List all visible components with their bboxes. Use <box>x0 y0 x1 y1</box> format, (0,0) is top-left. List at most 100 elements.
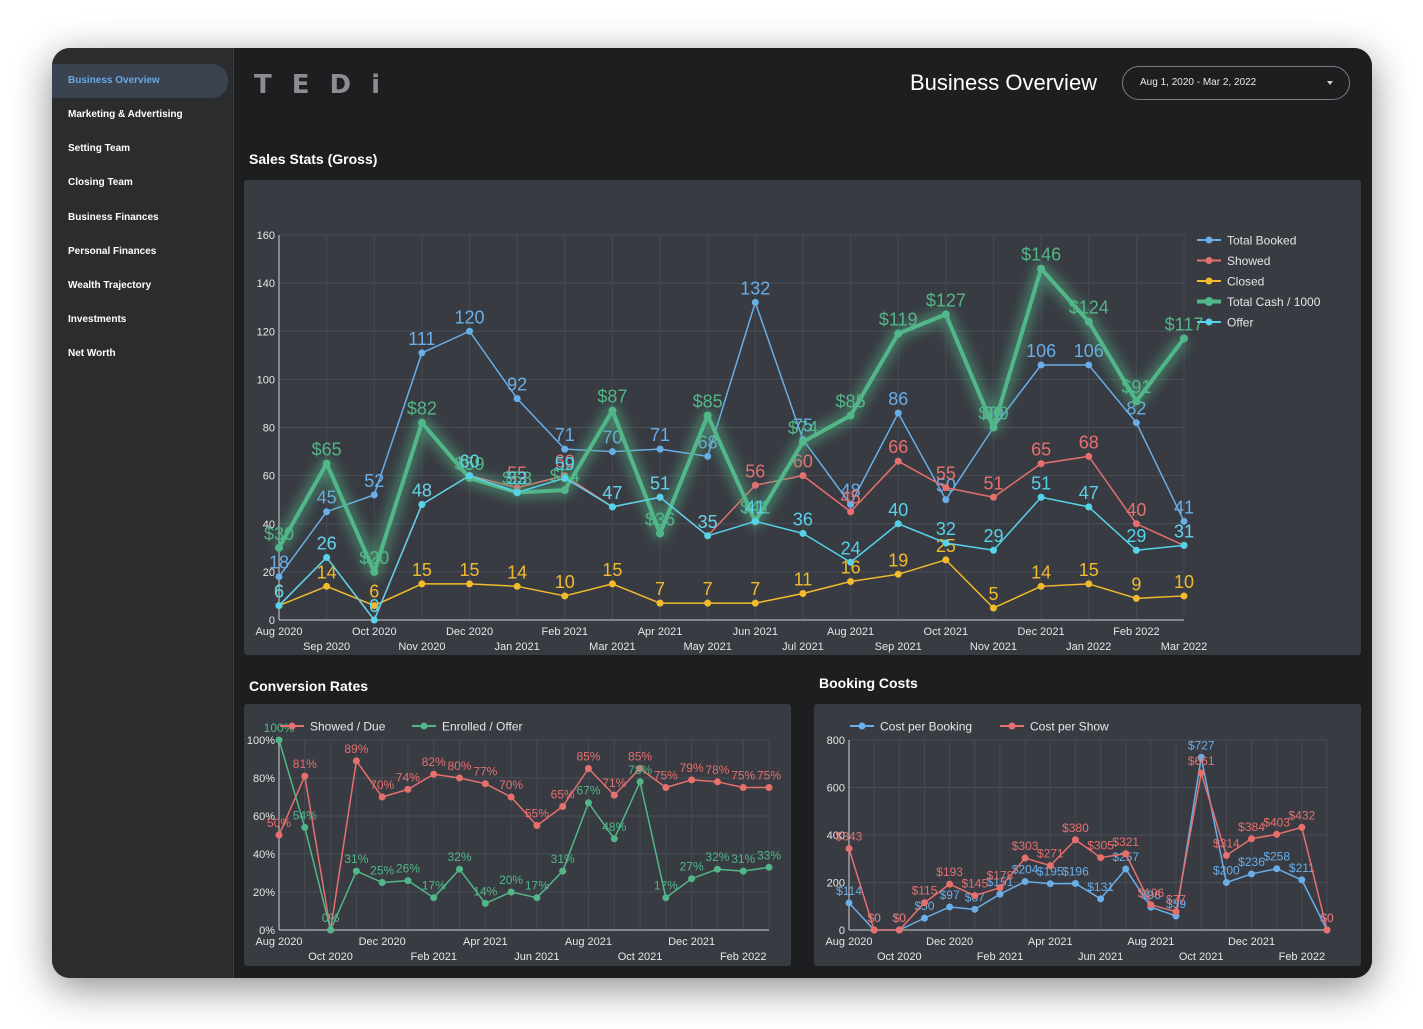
data-point <box>989 423 998 432</box>
sidebar-item-personal-finances[interactable]: Personal Finances <box>68 246 157 257</box>
data-point <box>799 590 807 598</box>
data-label: 70% <box>370 778 394 792</box>
data-label: 68 <box>1079 432 1099 452</box>
data-point <box>1097 854 1105 862</box>
sidebar-item-business-finances[interactable]: Business Finances <box>68 212 159 223</box>
x-tick-label: Aug 2020 <box>255 626 302 638</box>
series-line <box>278 739 770 931</box>
data-point <box>1273 865 1281 873</box>
data-point <box>894 409 902 417</box>
data-point <box>1037 582 1045 590</box>
data-point <box>481 780 489 788</box>
data-point <box>996 890 1004 898</box>
date-range-picker[interactable]: Aug 1, 2020 - Mar 2, 2022 <box>1122 66 1350 100</box>
data-label: 85% <box>576 750 600 764</box>
data-point <box>1298 876 1306 884</box>
y-tick-label: 0 <box>839 925 845 937</box>
data-label: 26 <box>317 533 337 553</box>
legend-label: Showed / Due <box>310 720 386 734</box>
data-label: $36 <box>645 509 675 529</box>
x-tick-label: Oct 2021 <box>618 951 663 963</box>
data-point <box>1132 397 1141 406</box>
data-label: $236 <box>1238 855 1265 869</box>
data-point <box>656 599 664 607</box>
data-label: 14 <box>1031 562 1051 582</box>
data-point <box>1132 520 1140 528</box>
x-tick-label: Oct 2020 <box>352 626 397 638</box>
data-label: 17% <box>654 879 678 893</box>
data-point <box>275 602 283 610</box>
data-label: 60 <box>555 452 575 472</box>
data-label: 32% <box>448 850 472 864</box>
x-tick-label: Jun 2021 <box>733 626 778 638</box>
data-label: 81% <box>293 757 317 771</box>
data-label: $200 <box>1213 864 1240 878</box>
x-tick-label: Jul 2021 <box>782 641 824 653</box>
sidebar: Business Overview Marketing & Advertisin… <box>52 48 234 978</box>
data-label: 71 <box>555 425 575 445</box>
caret-down-icon <box>1327 81 1333 85</box>
data-label: $41 <box>740 497 770 517</box>
data-point <box>942 539 950 547</box>
data-label: 25% <box>370 864 394 878</box>
legend-swatch-dot <box>288 722 296 730</box>
data-label: $0 <box>867 911 881 925</box>
data-point <box>1085 503 1093 511</box>
y-tick-label: 100% <box>247 735 275 747</box>
data-label: $0 <box>893 911 907 925</box>
sidebar-item-business-overview[interactable]: Business Overview <box>52 64 228 98</box>
data-label: 106 <box>1026 341 1056 361</box>
data-point <box>656 445 664 453</box>
data-point <box>739 867 747 875</box>
x-tick-label: Aug 2021 <box>827 626 874 638</box>
data-label: 15 <box>412 560 432 580</box>
data-label: $82 <box>407 399 437 419</box>
data-label: $403 <box>1263 815 1290 829</box>
series-total-booked: 1845521111209271707168132754886508010610… <box>269 278 1194 581</box>
legend-label: Cost per Booking <box>880 720 972 734</box>
data-point <box>713 865 721 873</box>
data-point <box>688 776 696 784</box>
data-label: $20 <box>359 548 389 568</box>
sidebar-item-net-worth[interactable]: Net Worth <box>68 348 116 359</box>
sidebar-item-wealth-trajectory[interactable]: Wealth Trajectory <box>68 280 152 291</box>
data-point <box>946 880 954 888</box>
data-point <box>662 894 670 902</box>
sidebar-item-investments[interactable]: Investments <box>68 314 127 325</box>
data-label: 17% <box>422 879 446 893</box>
data-label: 74% <box>396 770 420 784</box>
data-label: 7 <box>750 579 760 599</box>
data-label: 100% <box>264 721 295 735</box>
legend-label: Total Cash / 1000 <box>1227 295 1321 309</box>
legend-label: Showed <box>1227 254 1270 268</box>
y-tick-label: 0% <box>259 925 275 937</box>
series-line <box>848 756 1328 931</box>
data-point <box>608 406 617 415</box>
data-label: $80 <box>978 404 1008 424</box>
series-cost-per-show: $343 $0 $0 $115 $193$145$178 $303$271 $380 $305… <box>836 754 1334 934</box>
legend: Total Booked Showed Closed Total Cash / 100… <box>1197 234 1321 330</box>
legend-label: Cost per Show <box>1030 720 1109 734</box>
data-point <box>418 349 426 357</box>
data-point <box>1122 865 1130 873</box>
data-label: $343 <box>836 830 863 844</box>
y-tick-label: 800 <box>827 735 845 747</box>
data-label: 6 <box>274 582 284 602</box>
data-point <box>323 508 331 516</box>
series-showed-due: 50%81%0%89%70%74%82% 80% 77%70%55%65%85%71… <box>267 742 781 934</box>
data-point <box>894 329 903 338</box>
data-point <box>1180 517 1188 525</box>
data-label: 65% <box>551 788 575 802</box>
data-label: 29 <box>1126 526 1146 546</box>
data-point <box>920 899 928 907</box>
data-label: 77% <box>473 765 497 779</box>
data-label: $127 <box>926 290 966 310</box>
sidebar-item-marketing-advertising[interactable]: Marketing & Advertising <box>68 109 183 120</box>
data-point <box>942 496 950 504</box>
data-point <box>704 452 712 460</box>
sidebar-item-closing-team[interactable]: Closing Team <box>68 177 133 188</box>
data-point <box>920 914 928 922</box>
data-label: 45 <box>841 488 861 508</box>
sidebar-item-setting-team[interactable]: Setting Team <box>68 143 131 154</box>
data-point <box>275 573 283 581</box>
